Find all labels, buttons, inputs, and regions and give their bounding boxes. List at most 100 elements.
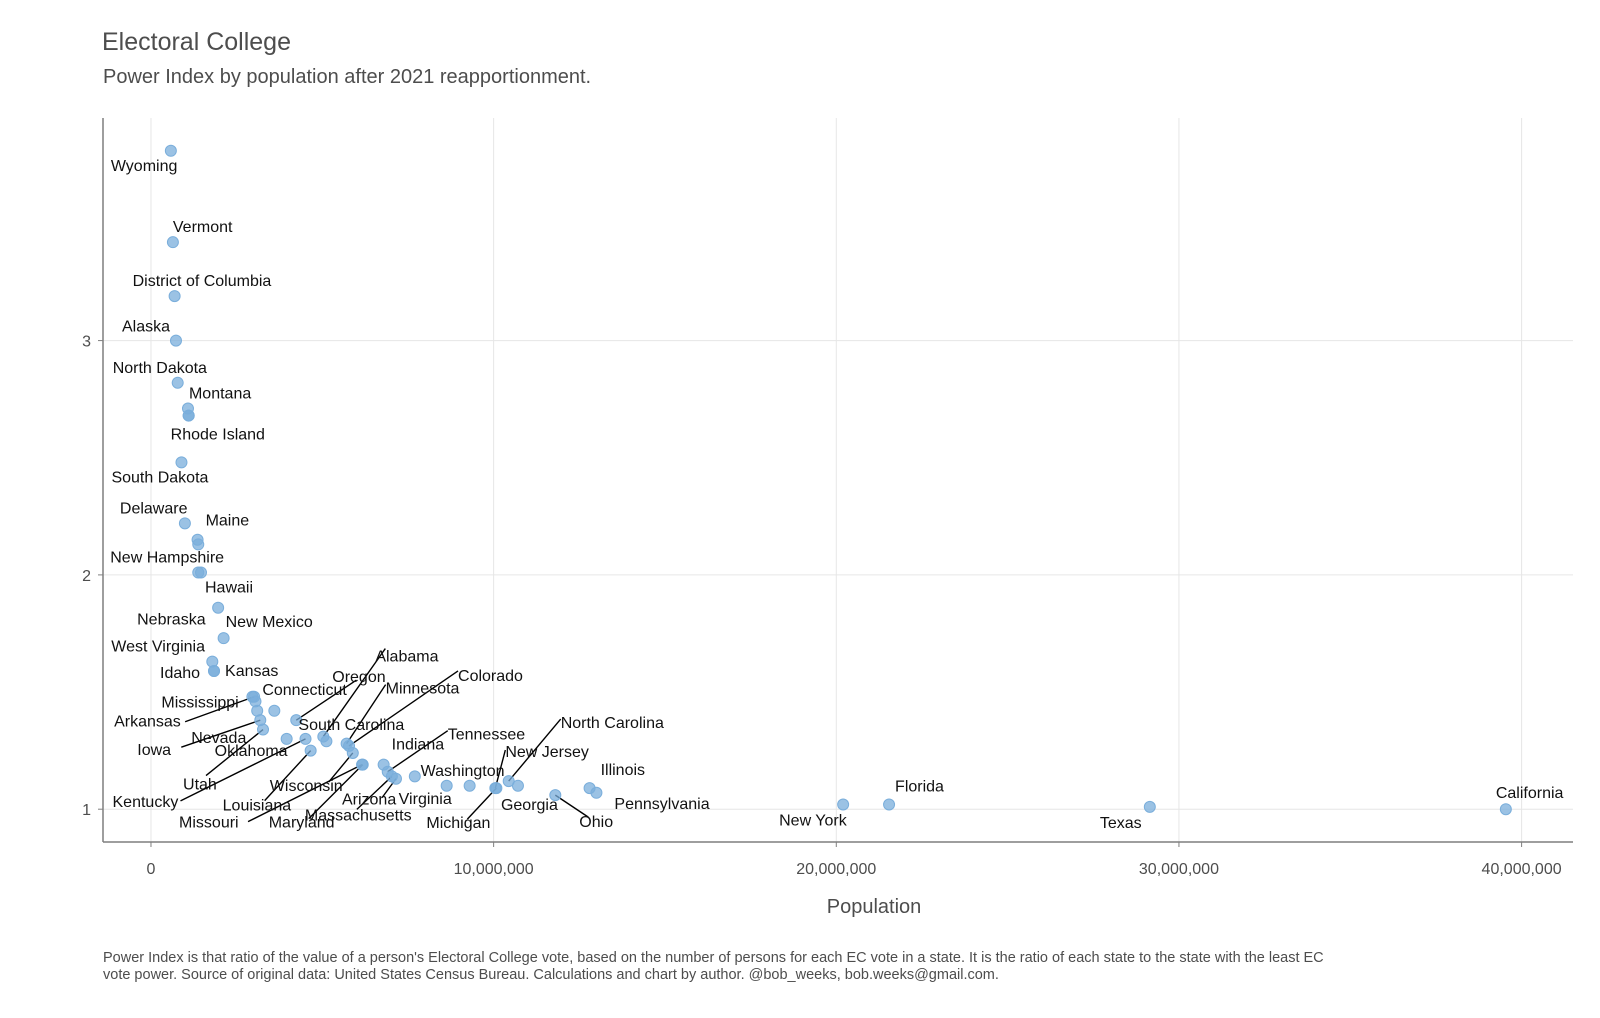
label-leader-lines (180, 648, 589, 823)
point-label: Connecticut (262, 682, 347, 699)
data-point (883, 798, 896, 811)
point-label: Kentucky (113, 794, 179, 811)
point-label: Maryland (269, 815, 335, 832)
point-label: Arkansas (114, 714, 181, 731)
data-point (195, 566, 207, 579)
point-label: New Jersey (505, 744, 589, 761)
data-point (280, 732, 293, 745)
leader-line (247, 764, 363, 823)
data-point (1143, 800, 1156, 813)
data-point (217, 632, 230, 645)
data-points (164, 144, 1512, 816)
leader-line (308, 764, 364, 820)
point-labels: Wyoming Vermont District of Columbia Alaska… (110, 158, 1563, 832)
point-label: Iowa (137, 742, 171, 759)
data-point (168, 290, 181, 303)
point-label: Mississippi (161, 695, 238, 712)
data-point (356, 758, 369, 771)
point-label: Virginia (399, 791, 452, 808)
point-label: Oregon (332, 669, 385, 686)
leader-line (554, 794, 589, 818)
leader-line (356, 775, 393, 810)
data-point (389, 772, 402, 785)
point-label: Idaho (160, 665, 200, 682)
leader-line (180, 738, 306, 802)
data-point (192, 538, 205, 551)
point-label: Kansas (225, 663, 278, 680)
point-label: Wyoming (111, 158, 178, 175)
point-label: North Carolina (561, 715, 664, 732)
leader-line (328, 752, 354, 783)
point-label: Illinois (601, 762, 645, 779)
chart-subtitle: Power Index by population after 2021 rea… (103, 66, 592, 88)
point-label: New York (779, 813, 848, 830)
data-point (299, 732, 312, 745)
data-point (257, 723, 270, 736)
data-point (178, 517, 191, 530)
data-point (164, 144, 177, 157)
data-point (182, 409, 195, 422)
point-label: Missouri (179, 815, 239, 832)
point-label: District of Columbia (133, 273, 272, 290)
data-point (590, 786, 603, 799)
leader-line (295, 679, 357, 721)
point-label: Nevada (191, 730, 246, 747)
leader-line (346, 684, 387, 744)
point-label: Oklahoma (215, 743, 288, 760)
point-label: Tennessee (448, 727, 525, 744)
chart-caption: Power Index is that ratio of the value o… (103, 950, 1324, 983)
x-tick-label: 10,000,000 (454, 861, 534, 878)
point-label: Louisiana (223, 798, 292, 815)
data-point (171, 376, 184, 389)
y-tick-label: 3 (82, 334, 91, 351)
point-label: Pennsylvania (614, 796, 709, 813)
data-point (290, 714, 303, 727)
data-point (208, 664, 221, 677)
x-tick-label: 40,000,000 (1482, 861, 1562, 878)
point-label: Washington (421, 763, 505, 780)
data-point (440, 779, 453, 792)
leader-line (205, 728, 264, 777)
point-label: Michigan (426, 815, 490, 832)
point-label: Minnesota (386, 681, 460, 698)
point-label: Vermont (173, 219, 233, 236)
data-point (463, 779, 476, 792)
x-tick-label: 0 (147, 861, 156, 878)
point-label: South Carolina (298, 717, 404, 734)
leader-line (494, 749, 507, 789)
data-point (166, 236, 179, 249)
point-label: Georgia (501, 797, 558, 814)
point-label: New Hampshire (110, 550, 224, 567)
data-point (304, 744, 317, 757)
point-label: Massachusetts (305, 807, 412, 824)
leader-line (181, 719, 261, 748)
point-label: North Dakota (113, 360, 207, 377)
leader-line (348, 670, 459, 747)
point-label: South Dakota (111, 469, 208, 486)
point-label: Florida (895, 779, 944, 796)
point-label: Ohio (579, 814, 613, 831)
data-point (1499, 803, 1512, 816)
point-label: Wisconsin (270, 778, 343, 795)
point-label: Maine (206, 513, 250, 530)
y-tick-label: 1 (82, 802, 91, 819)
data-point (511, 779, 524, 792)
point-label: Montana (189, 386, 251, 403)
point-label: California (1496, 785, 1564, 802)
point-label: Alabama (375, 649, 438, 666)
point-label: Nebraska (137, 612, 206, 629)
data-point (212, 601, 225, 614)
leader-line (387, 730, 449, 773)
leader-line (508, 718, 562, 782)
data-point (175, 456, 188, 469)
data-point (837, 798, 850, 811)
chart-title: Electoral College (102, 28, 291, 56)
leader-line (466, 787, 497, 820)
data-point (490, 782, 503, 795)
x-tick-label: 30,000,000 (1139, 861, 1219, 878)
point-label: Alaska (122, 319, 170, 336)
point-label: West Virginia (111, 639, 205, 656)
point-label: Rhode Island (171, 427, 265, 444)
point-label: Delaware (120, 500, 188, 517)
